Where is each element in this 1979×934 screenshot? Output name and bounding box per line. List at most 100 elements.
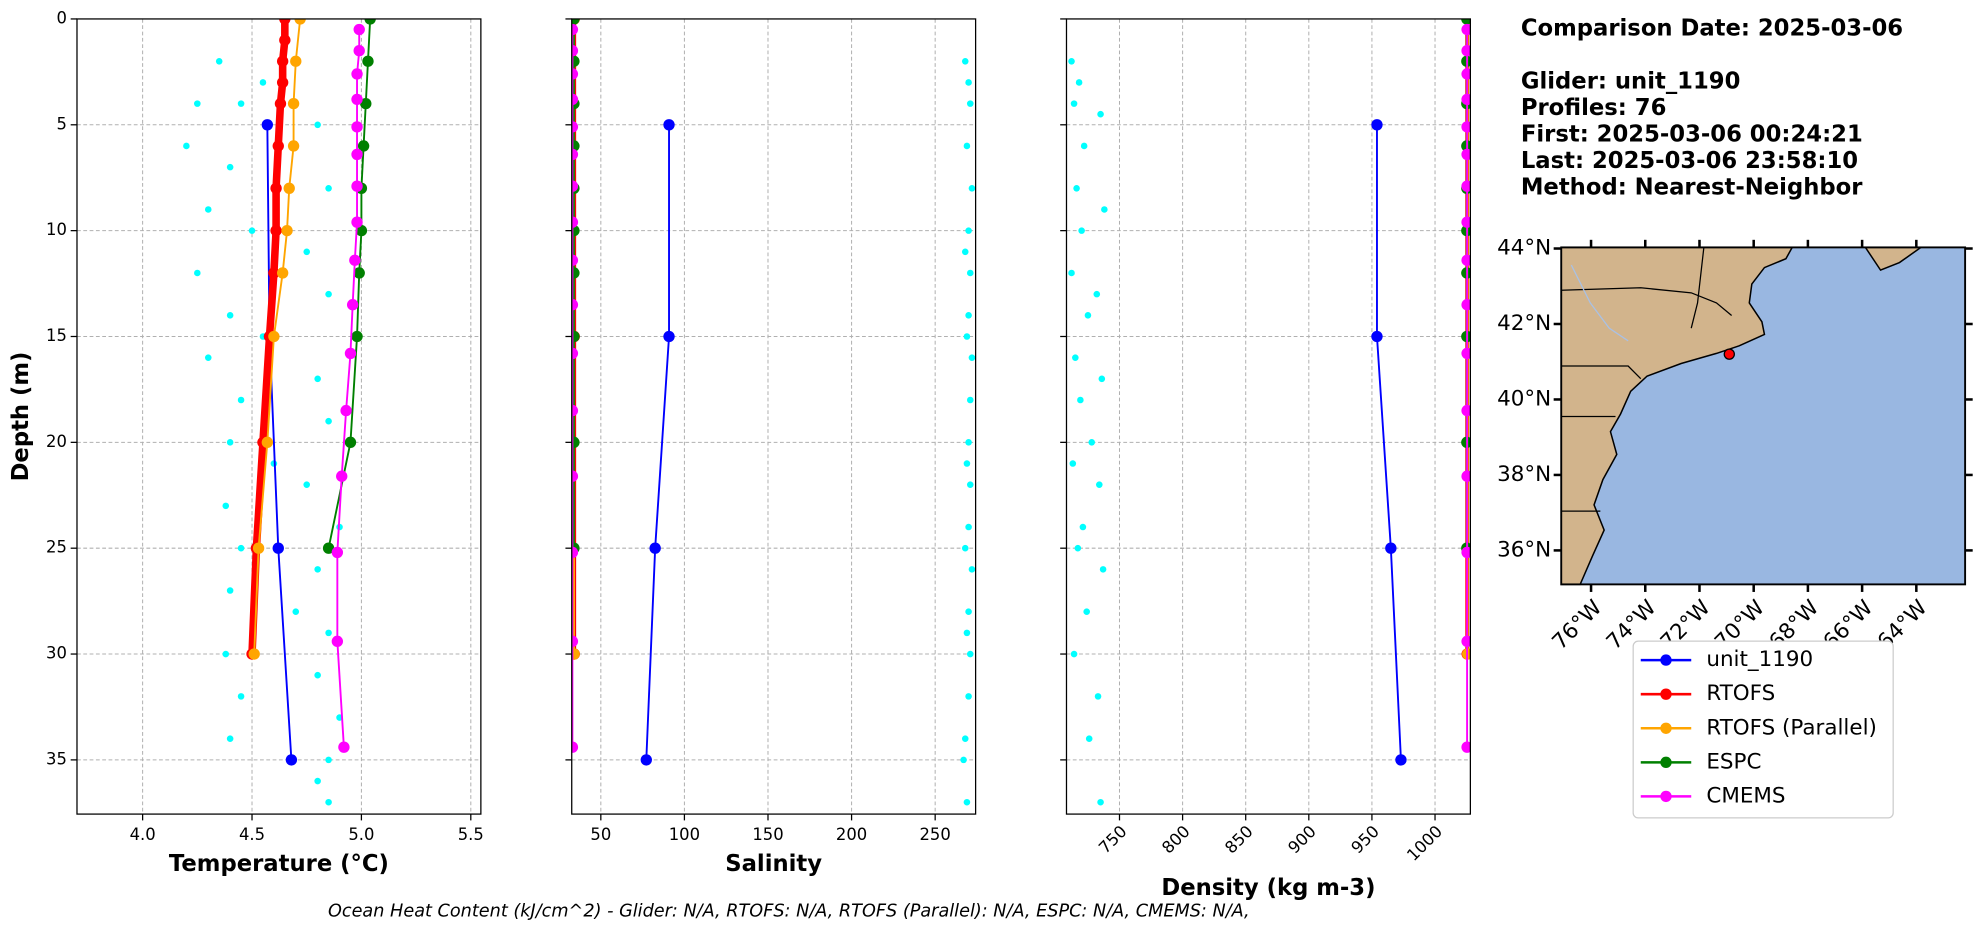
profile-marker xyxy=(276,76,289,89)
x-axis-label: Density (kg m-3) xyxy=(1161,875,1375,901)
profile-marker xyxy=(1461,436,1471,449)
glider-point xyxy=(325,756,332,764)
profile-marker xyxy=(571,148,579,161)
glider-point xyxy=(1101,206,1108,213)
profile-marker xyxy=(1461,330,1471,343)
glider-point xyxy=(292,608,300,615)
profile-marker xyxy=(351,330,363,343)
border xyxy=(1690,247,1705,329)
glider-point xyxy=(1094,693,1102,700)
profile-marker xyxy=(344,347,357,360)
y-tick-label: 10 xyxy=(46,220,67,239)
profile-marker xyxy=(283,182,295,194)
info-line: Comparison Date: 2025-03-06 xyxy=(1521,16,1903,42)
glider-point xyxy=(1072,354,1079,361)
profile-marker xyxy=(571,470,579,482)
glider-point xyxy=(237,100,245,107)
glider-point xyxy=(325,185,332,192)
profile-marker xyxy=(248,648,260,660)
y-tick-label: 15 xyxy=(46,326,67,345)
profile-marker xyxy=(571,68,579,80)
profile-line xyxy=(336,29,361,748)
glider-point xyxy=(1078,227,1085,234)
y-tick-label: 5 xyxy=(56,114,66,133)
glider-point xyxy=(1099,566,1107,573)
info-line: Last: 2025-03-06 23:58:10 xyxy=(1521,148,1858,174)
profile-marker xyxy=(340,404,352,417)
glider-point xyxy=(222,650,230,658)
profile-marker xyxy=(571,45,579,57)
glider-point xyxy=(303,248,310,256)
glider-point xyxy=(194,100,201,107)
profile-marker xyxy=(270,182,282,194)
x-tick-label: 900 xyxy=(1284,822,1320,858)
profile-marker xyxy=(1461,121,1471,133)
profile-marker xyxy=(261,119,274,131)
info-line: First: 2025-03-06 00:24:21 xyxy=(1521,122,1863,148)
glider-point xyxy=(1088,439,1096,446)
profile-marker xyxy=(331,546,344,559)
profile-line xyxy=(327,18,372,549)
profile-marker xyxy=(1461,299,1471,311)
profile-marker xyxy=(351,180,363,192)
profile-marker xyxy=(268,267,280,279)
glider-point xyxy=(963,629,971,637)
profile-marker xyxy=(322,542,335,554)
axes-frame xyxy=(1065,18,1471,815)
glider-point xyxy=(965,523,972,531)
glider-point xyxy=(1070,100,1078,107)
lat-label: 44°N xyxy=(1497,236,1551,261)
x-axis-label: Temperature (°C) xyxy=(169,851,389,877)
x-tick-label: 4.0 xyxy=(130,825,156,844)
glider-point xyxy=(222,502,230,510)
glider-point xyxy=(226,735,234,742)
profile-marker xyxy=(1461,148,1471,161)
profile-marker xyxy=(290,55,302,67)
lat-label: 38°N xyxy=(1497,462,1551,487)
panel: 750 800 850 900 950 1000 Density (kg m-3) xyxy=(1060,18,1471,901)
glider-point xyxy=(961,544,969,552)
glider-point xyxy=(226,439,234,446)
profile-marker xyxy=(571,299,579,311)
glider-point xyxy=(1093,290,1101,298)
glider-point xyxy=(963,460,971,467)
profile-marker xyxy=(571,267,580,279)
profile-marker xyxy=(571,330,580,343)
glider-point xyxy=(1080,142,1088,150)
profile-marker xyxy=(276,267,289,279)
x-tick-label: 850 xyxy=(1221,822,1257,858)
profile-marker xyxy=(571,140,580,152)
glider-point xyxy=(963,798,971,806)
glider-point xyxy=(226,163,234,171)
glider-point xyxy=(204,206,212,213)
glider-point xyxy=(966,269,974,277)
x-tick-label: 100 xyxy=(669,825,700,844)
glider-point xyxy=(961,248,969,256)
x-tick-label: 200 xyxy=(836,825,867,844)
glider-point xyxy=(183,142,190,150)
glider-point xyxy=(314,671,321,679)
profile-marker xyxy=(571,23,579,36)
profile-marker xyxy=(353,45,365,57)
y-tick-label: 25 xyxy=(46,538,67,557)
profile-marker xyxy=(279,34,291,46)
profile-marker xyxy=(571,121,579,133)
glider-point xyxy=(1068,269,1075,277)
profile-marker xyxy=(351,121,363,133)
glider-point xyxy=(1098,375,1106,383)
profile-marker xyxy=(571,180,579,192)
profile-marker xyxy=(1461,267,1471,279)
glider-point xyxy=(226,587,234,594)
profile-marker xyxy=(287,97,300,110)
profile-marker xyxy=(571,216,579,228)
x-tick-label: 250 xyxy=(920,825,951,844)
glider-point xyxy=(1075,79,1083,86)
profile-marker xyxy=(571,18,580,25)
profile-marker xyxy=(360,97,372,110)
plot-area xyxy=(1068,18,1471,806)
profile-marker xyxy=(1395,754,1407,766)
profile-marker xyxy=(571,635,579,648)
border xyxy=(1561,287,1733,317)
border xyxy=(1561,365,1642,380)
